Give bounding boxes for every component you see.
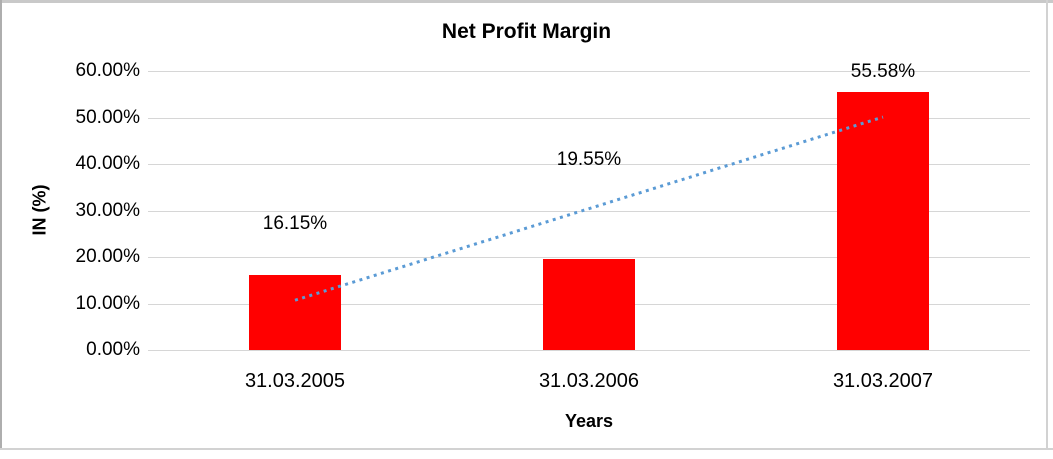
data-label: 16.15% xyxy=(262,212,328,234)
x-axis-title: Years xyxy=(564,411,614,431)
y-tick-label: 20.00% xyxy=(75,246,140,267)
chart-frame-left xyxy=(0,0,2,450)
chart-frame-right xyxy=(1046,0,1048,450)
data-label: 55.58% xyxy=(850,61,916,83)
bar-31.03.2006 xyxy=(543,259,635,350)
chart-frame-top xyxy=(0,0,1053,3)
gridline xyxy=(148,164,1030,165)
y-tick-label: 50.00% xyxy=(75,106,140,128)
y-tick-label: 0.00% xyxy=(86,339,140,360)
bar-31.03.2005 xyxy=(249,274,341,350)
data-label: 19.55% xyxy=(556,149,622,171)
bar-31.03.2007 xyxy=(837,91,929,350)
y-tick-label: 10.00% xyxy=(75,292,140,314)
x-tick-label: 31.03.2005 xyxy=(244,370,346,392)
chart-title: Net Profit Margin xyxy=(441,20,612,43)
x-tick-label: 31.03.2006 xyxy=(538,370,640,392)
gridline xyxy=(148,71,1030,72)
plot-area xyxy=(148,71,1030,351)
trendline xyxy=(294,115,884,302)
chart-frame-bottom xyxy=(0,448,1053,450)
gridline xyxy=(148,350,1030,351)
gridline xyxy=(148,117,1030,119)
y-tick-label: 30.00% xyxy=(75,199,140,221)
gridline xyxy=(148,257,1030,258)
y-tick-label: 60.00% xyxy=(75,60,140,81)
x-tick-label: 31.03.2007 xyxy=(832,370,934,392)
gridline xyxy=(148,210,1030,212)
y-tick-label: 40.00% xyxy=(75,153,140,174)
